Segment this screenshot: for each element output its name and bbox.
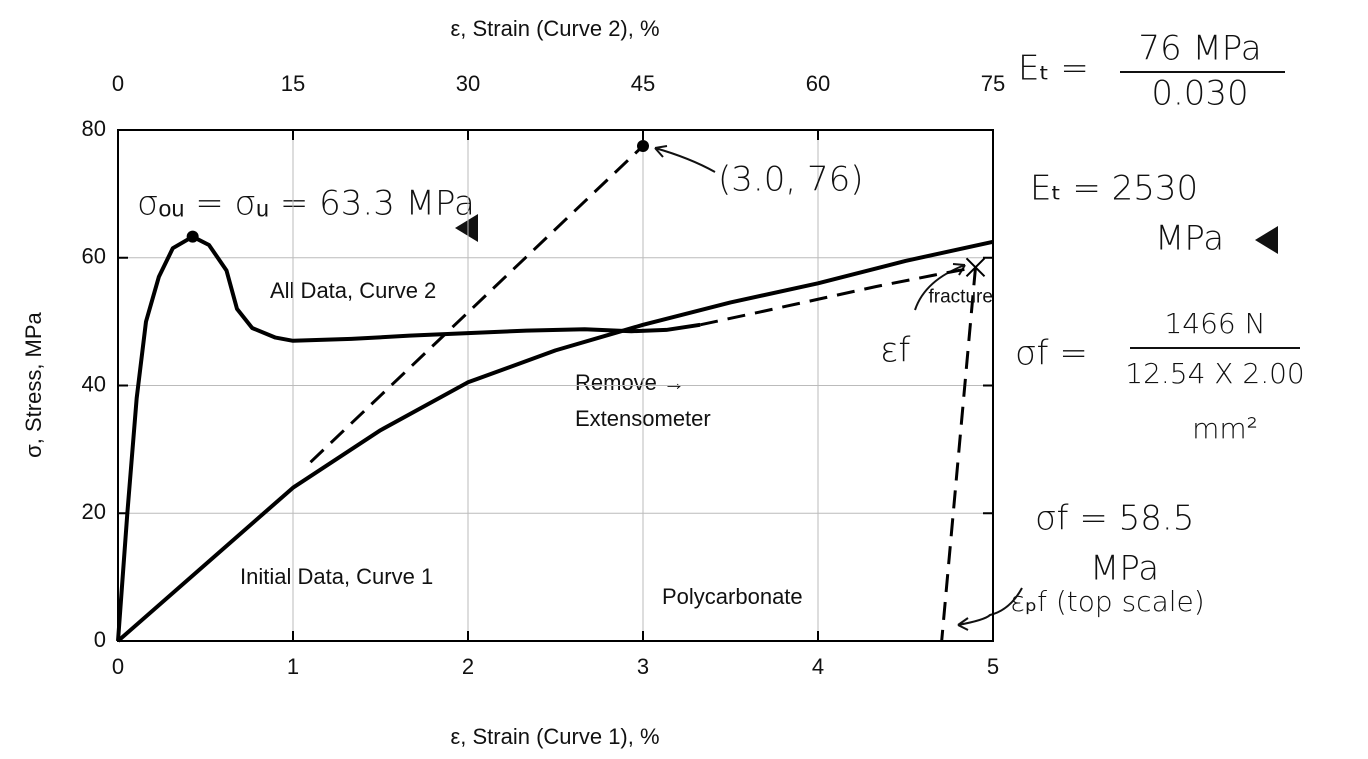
annotation: σf = 58.5 — [1035, 499, 1194, 539]
pointer — [455, 214, 478, 242]
x2-tick-label: 15 — [281, 71, 305, 96]
point — [637, 139, 649, 152]
y-tick-label: 80 — [82, 116, 106, 141]
x-axis-title: ε, Strain (Curve 1), % — [450, 724, 659, 749]
x2-tick-label: 30 — [456, 71, 480, 96]
x-tick-label: 2 — [462, 654, 474, 679]
x2-tick-label: 60 — [806, 71, 830, 96]
x2-axis-title: ε, Strain (Curve 2), % — [450, 16, 659, 41]
x-tick-label: 5 — [987, 654, 999, 679]
point — [186, 230, 199, 243]
annotation: 1466 N — [1164, 307, 1265, 340]
x2-tick-label: 0 — [112, 71, 124, 96]
series-line — [940, 267, 977, 642]
annotation: Eₜ = 2530 — [1030, 169, 1198, 209]
x2-tick-label: 75 — [981, 71, 1005, 96]
annotation: εf — [880, 331, 910, 371]
annotation: MPa — [1090, 549, 1159, 589]
point — [965, 257, 986, 278]
arrow — [957, 587, 1023, 631]
annotation: σf = — [1015, 334, 1088, 374]
annotation: 76 MPa — [1138, 29, 1261, 69]
series-label: All Data, Curve 2 — [270, 278, 436, 303]
x-tick-label: 1 — [287, 654, 299, 679]
point-label: (3.0, 76) — [718, 159, 863, 199]
y-tick-label: 60 — [82, 244, 106, 269]
annotation: Remove → — [575, 370, 685, 395]
x2-tick-label: 45 — [631, 71, 655, 96]
x-tick-label: 3 — [637, 654, 649, 679]
y-tick-label: 0 — [94, 627, 106, 652]
annotation: MPa — [1155, 219, 1224, 259]
annotation: Eₜ = — [1018, 49, 1089, 89]
annotation: 12.54 X 2.00 — [1125, 357, 1304, 390]
annotation: σₒᵤ = σᵤ = 63.3 MPa — [137, 184, 475, 224]
x-tick-label: 0 — [112, 654, 124, 679]
annotation: Polycarbonate — [662, 584, 803, 609]
point-label: fracture — [929, 286, 993, 307]
annotation: mm² — [1192, 412, 1258, 445]
annotation: 0.030 — [1151, 74, 1248, 114]
series-line — [116, 239, 994, 643]
arrow — [654, 145, 716, 173]
series-label: Initial Data, Curve 1 — [240, 564, 433, 589]
x-tick-label: 4 — [812, 654, 824, 679]
y-axis-title: σ, Stress, MPa — [21, 311, 46, 457]
y-tick-label: 20 — [82, 499, 106, 524]
plot-frame — [117, 129, 994, 642]
y-tick-label: 40 — [82, 371, 106, 396]
series-line — [309, 144, 645, 464]
series-line — [116, 234, 701, 642]
annotation: εₚf (top scale) — [1010, 585, 1205, 618]
pointer — [1255, 226, 1278, 254]
series-line — [699, 265, 976, 327]
